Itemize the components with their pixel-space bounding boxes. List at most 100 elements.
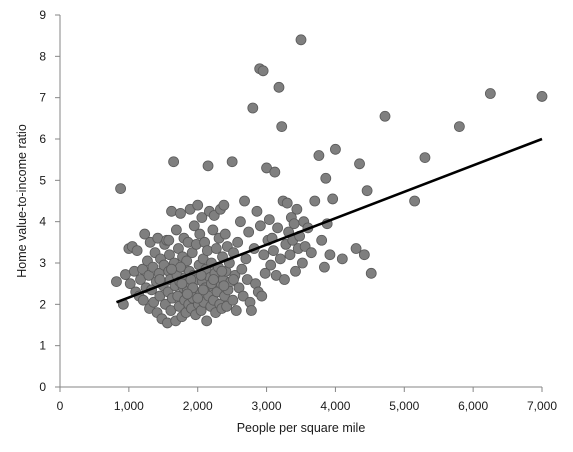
data-point bbox=[279, 274, 290, 285]
data-point bbox=[139, 228, 151, 240]
data-point bbox=[164, 249, 175, 261]
y-tick-label: 2 bbox=[39, 297, 46, 311]
data-point bbox=[251, 205, 263, 217]
data-point bbox=[237, 290, 249, 302]
data-point bbox=[210, 243, 222, 254]
data-point bbox=[284, 249, 296, 261]
data-point bbox=[201, 315, 213, 327]
data-point bbox=[111, 276, 122, 288]
data-point bbox=[194, 228, 206, 240]
data-point bbox=[246, 305, 257, 316]
data-point bbox=[288, 218, 300, 230]
data-point bbox=[319, 261, 330, 273]
data-point bbox=[216, 265, 228, 277]
data-point bbox=[272, 222, 283, 234]
data-point bbox=[208, 274, 219, 285]
data-point bbox=[236, 263, 248, 275]
data-point bbox=[258, 249, 270, 261]
data-point bbox=[316, 234, 328, 246]
data-point bbox=[243, 226, 255, 238]
data-point bbox=[166, 263, 177, 275]
data-point bbox=[232, 236, 244, 248]
data-point bbox=[137, 294, 149, 306]
data-point bbox=[268, 245, 279, 257]
data-point bbox=[226, 156, 238, 168]
data-point bbox=[115, 183, 126, 195]
data-point bbox=[202, 160, 214, 172]
data-point bbox=[327, 193, 339, 205]
y-tick-label: 5 bbox=[39, 173, 46, 187]
data-point bbox=[313, 150, 325, 161]
x-tick-label: 4,000 bbox=[320, 399, 350, 413]
data-point bbox=[379, 110, 391, 122]
y-tick-label: 8 bbox=[39, 49, 46, 63]
data-point bbox=[181, 288, 193, 300]
y-tick-label: 3 bbox=[39, 256, 46, 270]
data-point bbox=[484, 88, 496, 99]
data-point bbox=[330, 143, 341, 155]
data-point bbox=[218, 199, 230, 211]
data-point bbox=[219, 228, 231, 240]
x-tick-label: 6,000 bbox=[458, 399, 488, 413]
x-tick-label: 5,000 bbox=[389, 399, 419, 413]
data-point bbox=[168, 156, 180, 168]
data-point bbox=[175, 207, 186, 219]
data-point bbox=[358, 249, 370, 261]
data-point bbox=[309, 195, 321, 207]
data-point bbox=[247, 102, 259, 114]
data-point bbox=[281, 197, 293, 209]
data-point bbox=[207, 224, 219, 236]
data-point bbox=[274, 253, 286, 265]
data-point bbox=[227, 294, 239, 306]
data-point bbox=[419, 152, 431, 164]
data-point bbox=[230, 305, 242, 316]
data-point bbox=[218, 280, 230, 292]
data-point bbox=[124, 278, 136, 290]
data-point bbox=[192, 292, 204, 304]
y-tick-label: 7 bbox=[39, 91, 46, 105]
data-point bbox=[324, 249, 336, 261]
data-point bbox=[350, 243, 362, 254]
x-tick-label: 7,000 bbox=[527, 399, 557, 413]
data-point bbox=[365, 267, 377, 279]
x-tick-label: 1,000 bbox=[114, 399, 144, 413]
data-point bbox=[295, 34, 307, 46]
data-point bbox=[290, 265, 301, 277]
data-point bbox=[201, 245, 213, 257]
x-tick-label: 2,000 bbox=[183, 399, 213, 413]
data-point bbox=[197, 284, 209, 296]
data-point bbox=[409, 195, 421, 207]
data-point bbox=[188, 220, 200, 232]
y-axis-title: Home value-to-income ratio bbox=[15, 124, 29, 278]
data-point bbox=[273, 81, 285, 93]
data-point bbox=[170, 224, 182, 236]
data-point bbox=[291, 203, 303, 215]
data-point bbox=[276, 121, 288, 132]
data-point bbox=[336, 253, 348, 265]
data-point bbox=[354, 158, 365, 170]
data-point bbox=[240, 253, 252, 265]
data-point bbox=[163, 234, 175, 246]
data-point bbox=[361, 185, 373, 197]
data-point bbox=[175, 261, 186, 273]
x-axis-title: People per square mile bbox=[237, 421, 366, 435]
data-point bbox=[192, 199, 204, 211]
y-tick-label: 6 bbox=[39, 132, 46, 146]
y-tick-label: 1 bbox=[39, 339, 46, 353]
data-point bbox=[131, 245, 143, 257]
data-point bbox=[536, 91, 548, 102]
data-point bbox=[320, 172, 332, 184]
data-point bbox=[176, 278, 188, 290]
data-point bbox=[305, 247, 317, 259]
data-point bbox=[257, 65, 269, 77]
ticks-layer: 0 1,000 2,000 3,000 4,000 5,000 6,000 7,000 0 1 2 3… bbox=[39, 8, 557, 413]
data-point bbox=[166, 205, 177, 217]
y-tick-label: 4 bbox=[39, 215, 46, 229]
trend-line bbox=[115, 137, 543, 304]
data-point bbox=[263, 214, 275, 226]
data-point bbox=[254, 220, 266, 232]
data-point bbox=[235, 216, 246, 228]
data-point bbox=[239, 195, 250, 207]
